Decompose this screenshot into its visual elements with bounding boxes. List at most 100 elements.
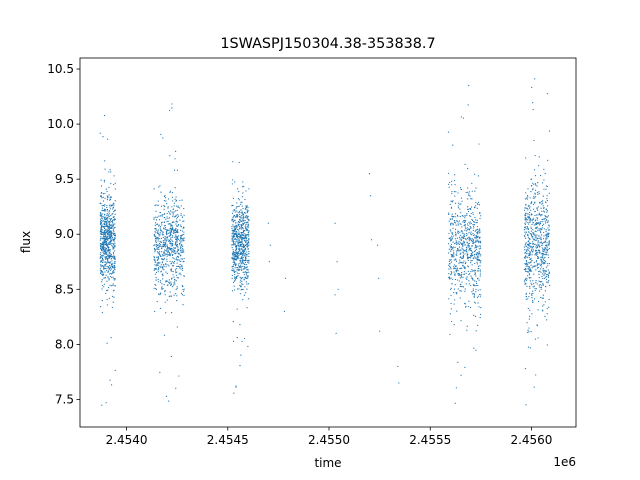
data-point <box>525 231 528 233</box>
data-point <box>161 274 163 276</box>
data-point <box>467 228 470 230</box>
data-point <box>245 215 247 217</box>
data-point <box>464 238 467 240</box>
data-point <box>107 221 109 223</box>
data-point <box>544 272 546 275</box>
data-point <box>459 297 461 299</box>
data-point <box>172 236 174 238</box>
data-point <box>236 269 238 271</box>
data-point <box>109 206 111 208</box>
data-point <box>169 232 171 234</box>
data-point <box>101 233 103 235</box>
data-point <box>466 212 468 215</box>
data-point <box>110 255 112 257</box>
data-point <box>542 200 544 202</box>
data-point <box>107 248 109 250</box>
data-point <box>236 251 238 253</box>
data-point <box>164 237 166 240</box>
data-point <box>241 246 243 248</box>
data-point <box>239 219 241 222</box>
data-point <box>241 241 243 243</box>
data-point <box>527 209 529 211</box>
data-point <box>545 241 547 243</box>
data-point <box>166 236 168 238</box>
data-point <box>448 213 450 216</box>
data-point <box>103 226 105 228</box>
data-point <box>163 283 165 286</box>
data-point <box>459 267 461 270</box>
data-point <box>248 271 250 273</box>
data-point <box>545 231 547 233</box>
data-point <box>543 304 545 306</box>
data-point <box>105 236 107 238</box>
data-point <box>477 230 480 232</box>
data-point <box>163 255 165 257</box>
data-point <box>466 246 468 249</box>
data-point <box>104 210 106 212</box>
data-point <box>232 320 234 323</box>
data-point <box>175 387 177 389</box>
data-point <box>472 251 474 253</box>
data-point <box>234 254 236 256</box>
data-point <box>239 252 242 254</box>
data-point <box>235 216 237 218</box>
data-point <box>112 232 114 234</box>
data-point <box>476 261 478 263</box>
data-point <box>170 270 173 272</box>
data-point <box>454 238 456 240</box>
data-point <box>525 260 527 262</box>
data-point <box>239 259 241 261</box>
data-point <box>527 216 529 218</box>
data-point <box>245 273 247 275</box>
data-point <box>112 290 115 292</box>
data-point <box>450 250 452 252</box>
data-point <box>183 227 185 229</box>
data-point <box>474 272 477 274</box>
data-point <box>455 259 457 261</box>
data-point <box>529 245 531 247</box>
data-point <box>545 275 548 277</box>
data-point <box>474 216 476 219</box>
data-point <box>155 229 157 231</box>
data-point <box>179 255 181 257</box>
data-point <box>237 257 239 259</box>
data-point <box>176 276 178 279</box>
data-point <box>542 309 544 311</box>
data-point <box>173 282 175 284</box>
data-point <box>467 270 469 272</box>
x-tick-label: 2.4550 <box>308 433 350 447</box>
data-point <box>543 223 545 225</box>
data-point <box>177 256 180 258</box>
data-point <box>231 179 234 181</box>
data-point <box>236 336 238 339</box>
data-point <box>166 230 168 232</box>
data-point <box>548 306 550 308</box>
data-point <box>164 194 166 196</box>
data-point <box>111 260 113 262</box>
data-point <box>453 191 455 193</box>
data-point <box>532 265 534 267</box>
data-point <box>232 197 235 199</box>
data-point <box>172 250 174 252</box>
data-point <box>111 237 113 239</box>
data-point <box>237 255 239 257</box>
data-point <box>478 237 481 239</box>
data-point <box>464 302 466 304</box>
data-point <box>231 252 234 254</box>
data-point <box>234 250 237 252</box>
data-point <box>467 256 469 258</box>
data-point <box>182 245 184 248</box>
data-point <box>236 202 238 204</box>
data-point <box>452 144 454 146</box>
data-point <box>104 222 106 224</box>
data-point <box>532 286 534 288</box>
data-point <box>99 218 102 220</box>
data-point <box>542 248 544 250</box>
data-point <box>159 185 161 187</box>
data-point <box>108 186 110 189</box>
data-point <box>168 400 170 402</box>
data-point <box>110 183 112 185</box>
data-point <box>111 244 113 247</box>
data-point <box>110 217 112 220</box>
data-point <box>467 243 469 245</box>
